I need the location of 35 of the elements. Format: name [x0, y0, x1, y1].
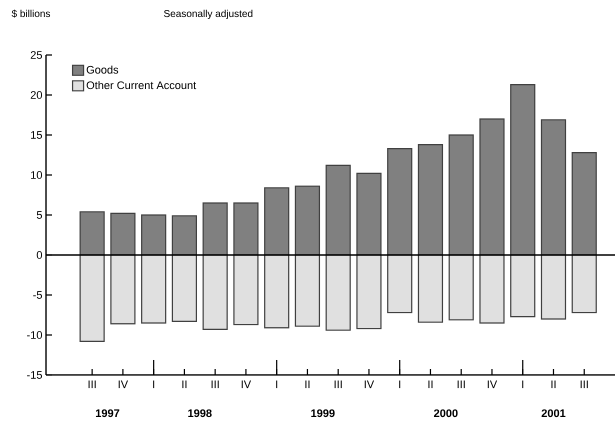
x-tick-label: II [551, 380, 556, 388]
y-tick-label: 25 [30, 51, 42, 59]
text: 1997 [96, 409, 120, 418]
x-tick-label: IV [242, 380, 252, 388]
x-tick-label: I [399, 380, 400, 388]
x-tick-label: I [276, 380, 278, 388]
text: 2001 [542, 409, 566, 418]
x-tick-label: II [182, 380, 186, 388]
x-tick-label: IV [488, 380, 498, 388]
x-tick-label: IV [364, 380, 374, 388]
y-tick-label: 0 [36, 251, 42, 259]
y-axis-title: $ billions [12, 10, 50, 18]
x-tick-label: IV [118, 380, 128, 388]
y-tick-label: 10 [31, 171, 42, 179]
y-tick-label: 15 [31, 131, 42, 139]
text: 2000 [434, 409, 458, 418]
legend-label: Goods [86, 66, 118, 74]
x-tick-label: II [428, 380, 432, 388]
x-tick-label: I [153, 380, 154, 388]
y-tick-label: -10 [27, 331, 42, 339]
x-tick-label: III [334, 380, 342, 388]
y-tick-label: 5 [36, 211, 42, 219]
y-tick-label: -5 [33, 291, 42, 299]
x-tick-label: I [522, 380, 524, 388]
x-tick-label: III [212, 380, 219, 388]
x-tick-label: II [305, 380, 310, 388]
x-tick-label: III [580, 380, 588, 388]
text: 1999 [311, 409, 335, 418]
y-tick-label: -15 [27, 371, 42, 379]
chart-subtitle: Seasonally adjusted [164, 10, 252, 20]
x-tick-label: III [458, 380, 465, 388]
text: 1998 [188, 409, 212, 418]
y-tick-label: 20 [30, 91, 42, 99]
legend-label: Other Current Account [86, 81, 196, 90]
x-tick-label: III [88, 380, 96, 388]
